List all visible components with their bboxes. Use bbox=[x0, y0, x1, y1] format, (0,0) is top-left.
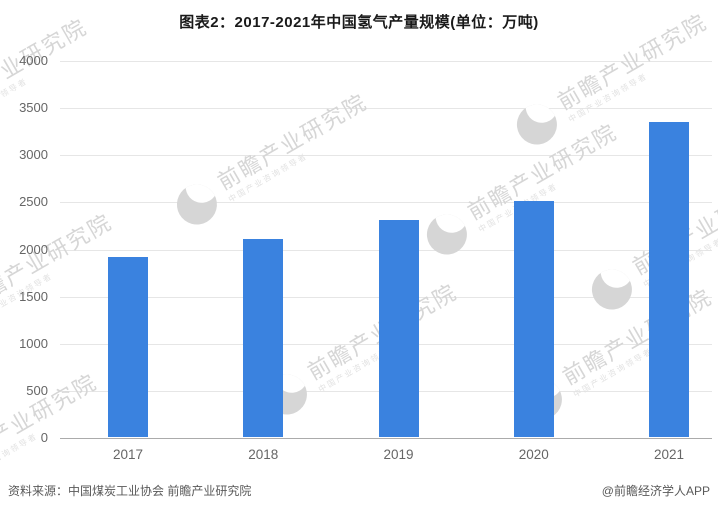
y-axis-tick-2500: 2500 bbox=[19, 194, 48, 210]
x-axis-label-2019: 2019 bbox=[383, 447, 414, 462]
x-axis-label-2021: 2021 bbox=[653, 447, 685, 462]
y-axis-tick-1000: 1000 bbox=[19, 335, 48, 351]
y-axis-tick-500: 500 bbox=[26, 382, 48, 398]
x-axis-label-2017: 2017 bbox=[112, 447, 144, 462]
bar-2021 bbox=[649, 122, 689, 437]
source-note: 资料来源：中国煤炭工业协会 前瞻产业研究院 bbox=[8, 484, 252, 498]
bar-2017 bbox=[108, 256, 148, 437]
x-axis-label-2020: 2020 bbox=[518, 447, 549, 462]
y-axis-tick-3000: 3000 bbox=[19, 147, 48, 163]
y-axis-tick-0: 0 bbox=[40, 430, 48, 445]
gridline-4000 bbox=[60, 61, 712, 62]
footer: 资料来源：中国煤炭工业协会 前瞻产业研究院 @前瞻经济学人APP bbox=[0, 482, 718, 499]
gridline-3000 bbox=[60, 155, 712, 157]
gridline-0 bbox=[60, 438, 712, 439]
plot-area bbox=[60, 61, 712, 439]
gridline-3500 bbox=[60, 108, 712, 110]
bar-2020 bbox=[513, 201, 554, 437]
credit-note: @前瞻经济学人APP bbox=[601, 484, 710, 498]
bar-2019 bbox=[378, 220, 419, 437]
y-axis-tick-3500: 3500 bbox=[19, 100, 48, 116]
gridline-2500 bbox=[60, 202, 712, 204]
x-axis-label-2018: 2018 bbox=[248, 447, 279, 462]
chart-title: 图表2：2017-2021年中国氢气产量规模(单位：万吨) bbox=[179, 14, 539, 31]
y-axis-tick-2000: 2000 bbox=[19, 241, 48, 257]
y-axis-tick-1500: 1500 bbox=[19, 288, 48, 304]
y-axis-tick-4000: 4000 bbox=[19, 53, 48, 68]
bar-2018 bbox=[243, 239, 284, 437]
